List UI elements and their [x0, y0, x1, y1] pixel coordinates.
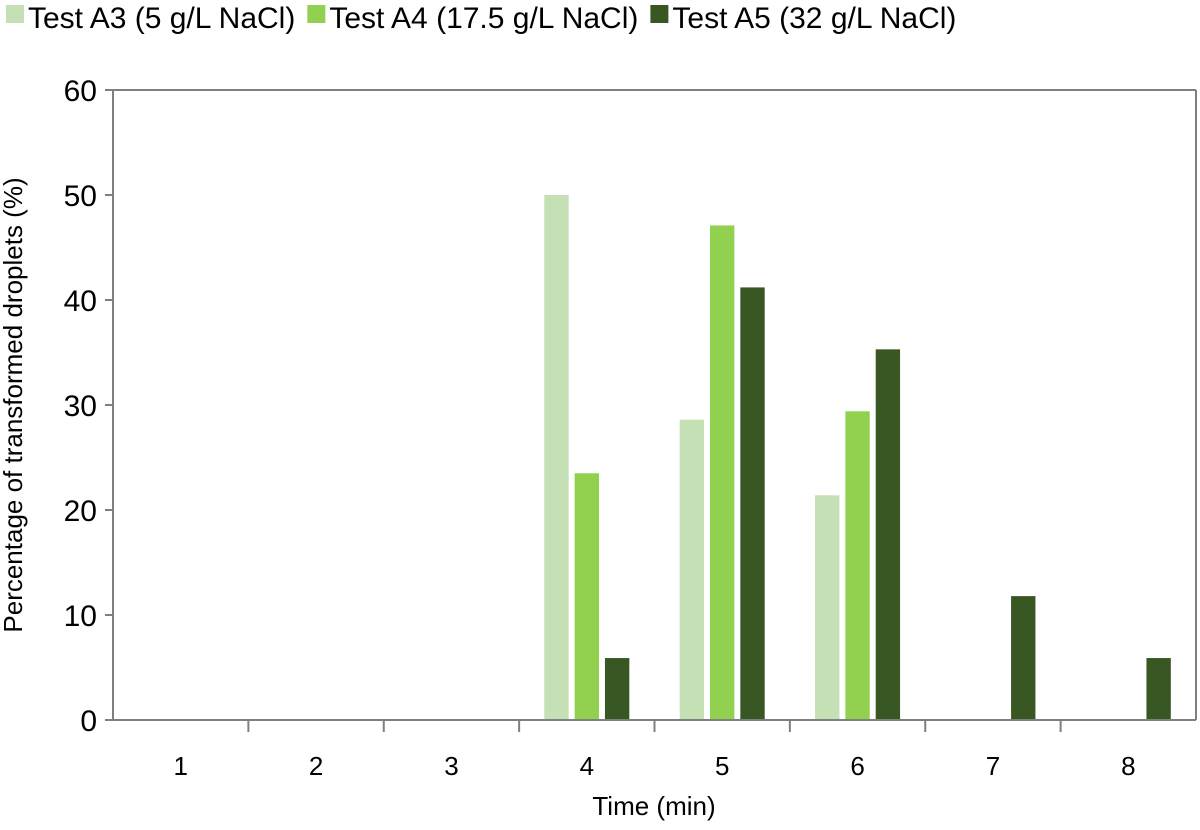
- x-axis-title: Time (min): [592, 791, 715, 821]
- bar: [1011, 596, 1036, 720]
- bar: [875, 349, 901, 720]
- bar: [604, 658, 630, 720]
- bar-series: [544, 195, 1171, 720]
- x-tick-label: 7: [986, 751, 1000, 781]
- legend-label: Test A3 (5 g/L NaCl): [28, 2, 295, 35]
- x-axis-ticks: 1 2 3 4 5 6 7 8: [173, 720, 1136, 781]
- legend-swatch: [650, 5, 669, 23]
- y-axis-ticks: 0 10 20 30 40 50 60: [64, 75, 113, 738]
- y-tick-label: 60: [64, 75, 97, 108]
- x-tick-label: 6: [850, 751, 864, 781]
- y-tick-label: 0: [80, 705, 97, 738]
- bar: [574, 473, 599, 720]
- x-tick-label: 5: [715, 751, 729, 781]
- legend-swatch: [307, 5, 326, 23]
- bar: [679, 419, 705, 720]
- legend-label: Test A4 (17.5 g/L NaCl): [329, 2, 638, 35]
- bar: [544, 195, 569, 720]
- x-tick-label: 4: [580, 751, 594, 781]
- bar: [815, 495, 840, 720]
- x-tick-label: 3: [444, 751, 458, 781]
- bar: [710, 225, 735, 720]
- legend-swatch: [6, 5, 24, 23]
- y-tick-label: 10: [64, 600, 97, 633]
- chart-legend: Test A3 (5 g/L NaCl) Test A4 (17.5 g/L Na…: [6, 2, 956, 35]
- y-axis-title: Percentage of transformed droplets (%): [0, 177, 28, 632]
- y-tick-label: 20: [64, 495, 97, 528]
- y-tick-label: 50: [64, 180, 97, 213]
- bar: [1146, 658, 1171, 720]
- bar: [740, 287, 765, 720]
- y-tick-label: 30: [64, 390, 97, 423]
- x-tick-label: 2: [309, 751, 323, 781]
- x-tick-label: 1: [173, 751, 187, 781]
- y-tick-label: 40: [64, 285, 97, 318]
- x-tick-label: 8: [1121, 751, 1135, 781]
- bar: [845, 411, 870, 720]
- legend-label: Test A5 (32 g/L NaCl): [672, 2, 956, 35]
